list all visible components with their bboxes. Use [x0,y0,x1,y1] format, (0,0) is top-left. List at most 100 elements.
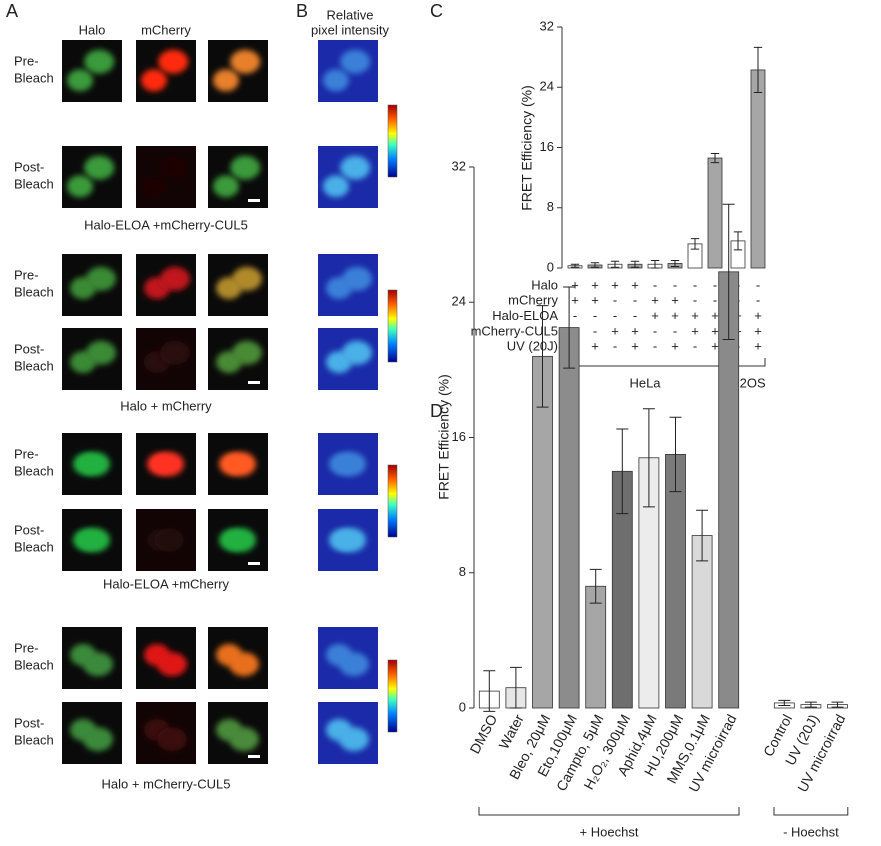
error-bar [669,416,682,493]
error-bar [778,699,791,706]
y-tick-label: 24 [452,294,466,309]
cell [232,340,262,365]
condition-mark: + [711,323,719,338]
cell [340,155,371,180]
cell [157,652,187,677]
condition-mark: - [653,339,657,354]
condition-mark: - [653,277,657,292]
row-label: Bleach [14,176,54,191]
error-bar [630,260,640,268]
cell [213,69,239,92]
condition-mark: + [591,339,599,354]
condition-mark: - [693,277,697,292]
condition-mark: - [633,293,637,308]
condition-mark: + [671,293,679,308]
condition-mark: - [573,308,577,323]
error-bar [804,701,817,708]
cell [160,340,190,365]
column-header: pixel intensity [311,22,390,37]
cell [84,49,115,74]
condition-mark: - [593,308,597,323]
condition-mark: + [651,293,659,308]
cell [83,652,113,677]
condition-mark: - [613,308,617,323]
y-tick-label: 32 [540,18,554,33]
column-header: mCherry [141,22,191,37]
cell [67,175,93,198]
x-tick-label: DMSO [466,712,500,757]
y-tick-label: 0 [547,259,554,274]
cell [339,652,369,677]
condition-mark: + [691,308,699,323]
row-label: Pre- [14,53,39,68]
error-bar [710,153,720,164]
condition-mark: - [756,293,760,308]
y-tick-label: 32 [452,158,466,173]
condition-mark: + [671,308,679,323]
cell [160,266,190,291]
bar [750,69,766,269]
condition-mark: + [671,339,679,354]
cell [80,528,110,552]
row-label: Halo [531,277,558,292]
bar [691,535,713,709]
row-label: Bleach [14,657,54,672]
panel-label: D [430,401,443,421]
caption: Halo + mCherry [120,398,212,413]
cell [154,528,184,552]
bar [665,454,686,709]
condition-mark: - [613,339,617,354]
row-label: Halo-ELOA [492,308,558,323]
cell [230,49,261,74]
caption: Halo + mCherry-CUL5 [102,776,231,791]
cell [84,155,115,180]
condition-mark: - [693,293,697,308]
condition-mark: - [613,293,617,308]
color-bar [387,464,398,538]
condition-mark: + [611,277,619,292]
row-label: Bleach [14,539,54,554]
row-label: Pre- [14,446,39,461]
y-axis-label: FRET Efficiency (%) [519,85,535,211]
condition-mark: + [754,323,762,338]
row-label: Bleach [14,463,54,478]
error-bar [722,203,735,340]
bar [558,327,580,709]
row-label: Bleach [14,70,54,85]
error-bar [590,262,600,268]
condition-mark: - [633,308,637,323]
cell [336,452,366,476]
row-label: mCherry [508,293,558,308]
caption: Halo-ELOA +mCherry [103,576,230,591]
error-bar [670,259,680,267]
row-label: Post- [14,159,44,174]
cell [342,340,372,365]
condition-mark: - [653,323,657,338]
condition-mark: + [691,323,699,338]
cell [336,528,366,552]
bar [585,585,607,709]
condition-mark: - [756,277,760,292]
scale-bar [248,755,260,758]
cell [340,49,371,74]
group-bracket [478,807,740,816]
color-bar [387,104,398,178]
error-bar [753,46,763,94]
condition-mark: - [693,339,697,354]
condition-mark: - [713,293,717,308]
group-label: U2OS [730,375,766,390]
condition-mark: + [754,308,762,323]
error-bar [650,259,660,269]
error-bar [690,238,700,250]
condition-mark: + [571,277,579,292]
condition-mark: + [631,339,639,354]
error-bar [610,260,620,268]
group-label: - Hoechst [783,824,839,839]
row-label: Bleach [14,284,54,299]
cell [226,528,256,552]
error-bar [696,509,709,562]
group-label: + Hoechst [580,824,639,839]
cell [230,155,261,180]
y-tick-label: 8 [459,564,466,579]
caption: Halo-ELOA +mCherry-CUL5 [84,217,248,232]
